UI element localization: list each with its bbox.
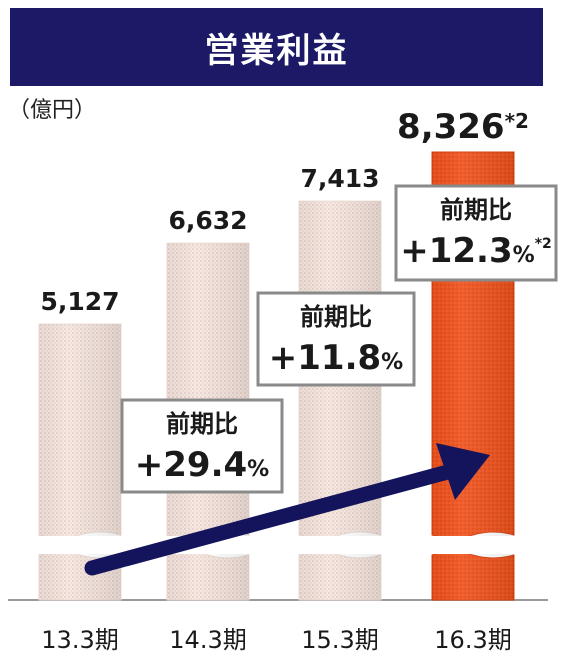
bar-break xyxy=(39,536,121,554)
growth-box-frame xyxy=(256,291,416,387)
growth-value: +29.4% xyxy=(135,445,269,485)
growth-box: 前期比 +11.8% xyxy=(256,291,416,387)
value-label: 8,326*2 xyxy=(397,107,529,147)
value-label: 7,413 xyxy=(300,164,379,193)
bar-shade xyxy=(299,201,381,601)
growth-value: +11.8% xyxy=(269,338,403,378)
value-note: *2 xyxy=(505,109,529,133)
growth-arrow-shaft xyxy=(84,462,463,576)
category-label: 16.3期 xyxy=(434,626,511,654)
title-bar: 営業利益 xyxy=(10,8,543,86)
bar-break xyxy=(432,536,514,554)
value-label: 6,632 xyxy=(168,206,247,235)
growth-unit: % xyxy=(247,457,269,482)
bar-shade xyxy=(39,324,121,600)
growth-arrow-head xyxy=(436,443,490,500)
growth-box: 前期比 +29.4% xyxy=(120,398,284,494)
category-label: 14.3期 xyxy=(169,626,246,654)
category-label: 15.3期 xyxy=(301,626,378,654)
growth-label: 前期比 xyxy=(166,410,238,438)
bar-15.3期 xyxy=(298,200,382,601)
growth-box-frame xyxy=(394,184,558,282)
category-label: 13.3期 xyxy=(41,626,118,654)
growth-unit: % xyxy=(513,243,535,268)
growth-box: 前期比+12.3%*2 xyxy=(394,184,558,282)
chart-title: 営業利益 xyxy=(204,30,349,71)
value-label: 5,127 xyxy=(40,287,119,316)
growth-unit: % xyxy=(381,350,403,375)
growth-label: 前期比 xyxy=(300,303,372,331)
unit-label: （億円） xyxy=(8,98,97,123)
growth-box-frame xyxy=(120,398,284,494)
growth-note: *2 xyxy=(535,236,552,252)
bar-break xyxy=(299,536,381,554)
growth-label: 前期比 xyxy=(440,196,512,224)
